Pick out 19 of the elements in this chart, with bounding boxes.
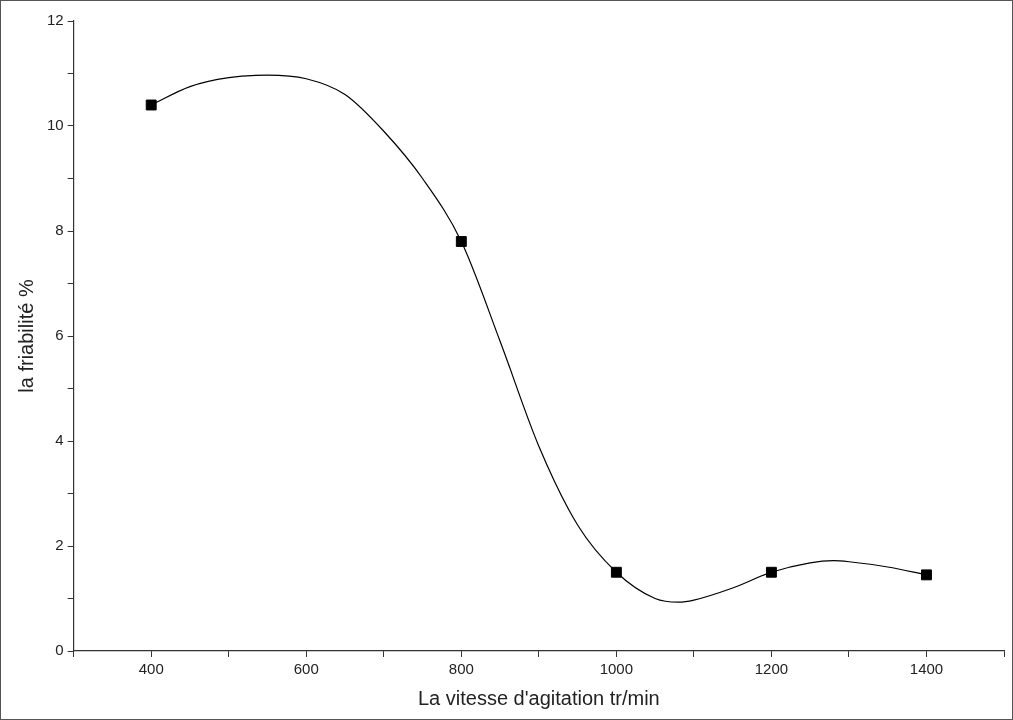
y-tick-label: 8 [55, 221, 64, 239]
y-tick-label: 6 [55, 326, 64, 344]
y-tick-label: 2 [55, 536, 64, 554]
point [921, 569, 932, 581]
y-tick-label: 12 [47, 11, 64, 29]
point [765, 566, 777, 578]
x-tick-label: 800 [448, 660, 474, 678]
x-tick-label: 600 [293, 660, 319, 678]
x-tick-label: 1200 [754, 660, 789, 678]
y-tick-label: 0 [55, 641, 64, 659]
x-tick-label: 400 [138, 660, 164, 678]
y-axis-title: la friabilité % [14, 279, 37, 393]
point [455, 236, 467, 247]
point [145, 99, 157, 111]
y-tick-label: 10 [47, 116, 64, 134]
x-axis-title: La vitesse d'agitation tr/min [417, 686, 660, 709]
x-tick-label: 1400 [909, 660, 944, 678]
y-tick-label: 4 [55, 431, 64, 449]
x-tick-label: 1000 [599, 660, 634, 678]
